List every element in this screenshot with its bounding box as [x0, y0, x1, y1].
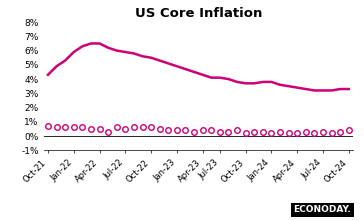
Legend: Core CPI - M/M, Core CPI - Y/Y: Core CPI - M/M, Core CPI - Y/Y	[48, 218, 211, 221]
Text: ECONODAY.: ECONODAY.	[293, 205, 351, 214]
Title: US Core Inflation: US Core Inflation	[135, 7, 262, 19]
